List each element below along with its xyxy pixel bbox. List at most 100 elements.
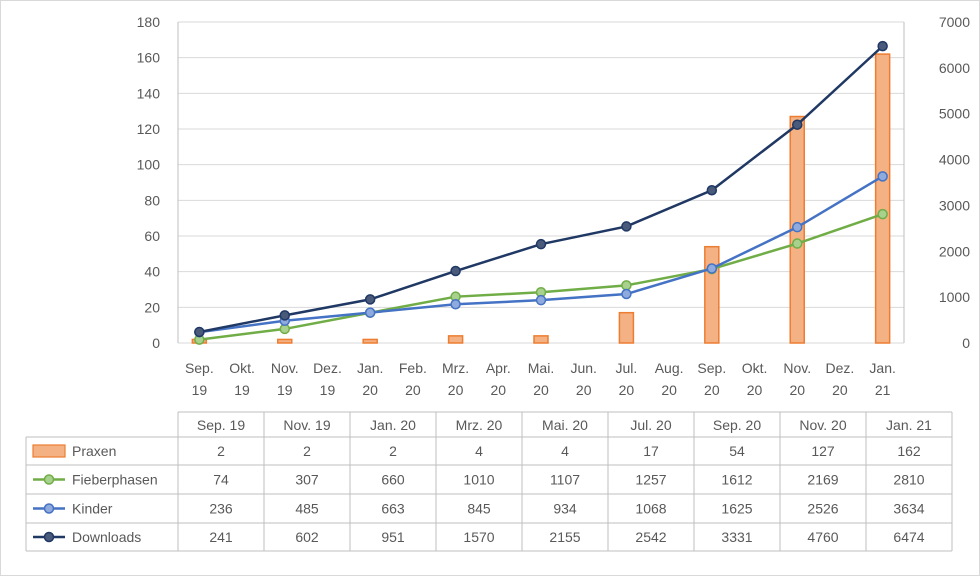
table-value-cell: 660 (381, 472, 405, 488)
legend-key-marker (43, 474, 55, 485)
y-right-tick-label: 3000 (939, 197, 970, 213)
legend-label: Fieberphasen (72, 472, 158, 488)
table-value-cell: 307 (295, 472, 319, 488)
marker-downloads (621, 221, 632, 232)
x-tick-label: Okt. 20 (742, 360, 768, 398)
table-header-cell: Jan. 20 (370, 417, 416, 433)
table-value-cell: 602 (295, 529, 319, 545)
marker-downloads (791, 119, 803, 130)
y-left-tick-label: 80 (144, 192, 160, 208)
x-tick-label: Nov. 20 (783, 360, 811, 398)
axes: 0 20 40 60 80 100 120 140 160 180 0 1000 2000 3000 400… (137, 14, 971, 398)
x-tick-label: Sep. 19 (185, 360, 214, 398)
bar-praxen (362, 338, 378, 344)
series-lines (194, 40, 888, 345)
bar-praxen (447, 335, 464, 344)
marker-downloads (450, 265, 461, 277)
table-value-cell: 2 (389, 443, 397, 459)
y-right-tick-label: 2000 (939, 243, 970, 259)
y-left-tick-label: 20 (144, 299, 160, 315)
y-left-tick-label: 40 (144, 264, 160, 280)
x-tick-label: Apr. 20 (486, 360, 511, 398)
table-header-cell: Mai. 20 (542, 417, 588, 433)
y-left-tick-label: 140 (137, 85, 161, 101)
bar-praxen (533, 335, 549, 344)
table-value-cell: 3634 (893, 501, 924, 517)
marker-kinder (621, 288, 632, 300)
table-value-cell: 2526 (807, 501, 838, 517)
bar-praxen (704, 245, 720, 344)
marker-kinder (706, 263, 718, 274)
table-value-cell: 663 (381, 501, 405, 517)
table-value-cell: 1570 (463, 529, 494, 545)
table-header-cell: Jan. 21 (886, 417, 932, 433)
table-value-cell: 845 (467, 501, 491, 517)
bar-praxen (618, 311, 635, 344)
y-left-tick-label: 0 (152, 335, 160, 351)
legend-label: Praxen (72, 443, 116, 459)
table-value-cell: 6474 (893, 529, 924, 545)
line-fieberphasen (199, 212, 884, 341)
table-value-cell: 1612 (721, 472, 752, 488)
x-tick-label: Feb. 20 (399, 360, 427, 398)
x-tick-label: Jul. 20 (616, 360, 638, 398)
y-right-tick-label: 0 (962, 335, 970, 351)
table-value-cell: 3331 (721, 529, 752, 545)
x-tick-label: Dez. 20 (826, 360, 855, 398)
y-left-tick-label: 100 (137, 157, 161, 173)
legend-key-marker (43, 531, 55, 543)
table-value-cell: 162 (897, 443, 921, 459)
bar-praxen (874, 53, 891, 344)
marker-downloads (877, 40, 888, 52)
table-value-cell: 2542 (635, 529, 666, 545)
marker-kinder (364, 307, 376, 318)
marker-downloads (364, 294, 376, 305)
table-value-cell: 4 (561, 443, 569, 459)
legend-label: Downloads (72, 529, 141, 545)
table-header-cell: Nov. 19 (283, 417, 330, 433)
bar-praxen (277, 338, 293, 344)
y-right-tick-label: 4000 (939, 152, 970, 168)
x-tick-label: Mrz. 20 (442, 360, 469, 398)
x-tick-label: Nov. 19 (271, 360, 299, 398)
y-right-tick-label: 6000 (939, 60, 970, 76)
line-kinder (199, 175, 884, 334)
table-value-cell: 2155 (549, 529, 580, 545)
marker-fieberphasen (877, 208, 888, 220)
y-right-tick-label: 5000 (939, 106, 970, 122)
table-value-cell: 1625 (721, 501, 752, 517)
table-header-cell: Jul. 20 (630, 417, 671, 433)
marker-downloads (279, 310, 291, 321)
marker-kinder (535, 294, 547, 306)
table-value-cell: 4760 (807, 529, 838, 545)
table-value-cell: 2169 (807, 472, 838, 488)
table-value-cell: 54 (729, 443, 745, 459)
table-header-cell: Sep. 19 (197, 417, 245, 433)
table-value-cell: 2 (217, 443, 225, 459)
table-header-cell: Sep. 20 (713, 417, 761, 433)
table-header-cell: Mrz. 20 (456, 417, 503, 433)
y-right-tick-label: 7000 (939, 14, 970, 30)
table-value-cell: 2810 (893, 472, 924, 488)
x-tick-label: Sep. 20 (697, 360, 726, 398)
marker-downloads (535, 238, 547, 250)
x-tick-label: Jan. 20 (357, 360, 383, 398)
y-left-tick-label: 60 (144, 228, 160, 244)
table-value-cell: 241 (209, 529, 233, 545)
x-tick-label: Dez. 19 (313, 360, 342, 398)
table-value-cell: 2 (303, 443, 311, 459)
table-value-cell: 236 (209, 501, 233, 517)
marker-kinder (877, 171, 888, 182)
x-tick-label: Aug. 20 (655, 360, 684, 398)
x-tick-label: Jun. 20 (570, 360, 596, 398)
table-value-cell: 1107 (550, 472, 580, 488)
marker-downloads (706, 184, 718, 196)
data-table: Sep. 19 Nov. 19 Jan. 20 Mrz. 20 Mai. 20 Jul. … (25, 411, 953, 552)
y-left-tick-label: 160 (137, 50, 161, 66)
table-value-cell: 1010 (463, 472, 494, 488)
marker-fieberphasen (621, 280, 632, 291)
marker-kinder (450, 299, 461, 310)
table-value-cell: 4 (475, 443, 483, 459)
table-value-cell: 934 (553, 501, 577, 517)
